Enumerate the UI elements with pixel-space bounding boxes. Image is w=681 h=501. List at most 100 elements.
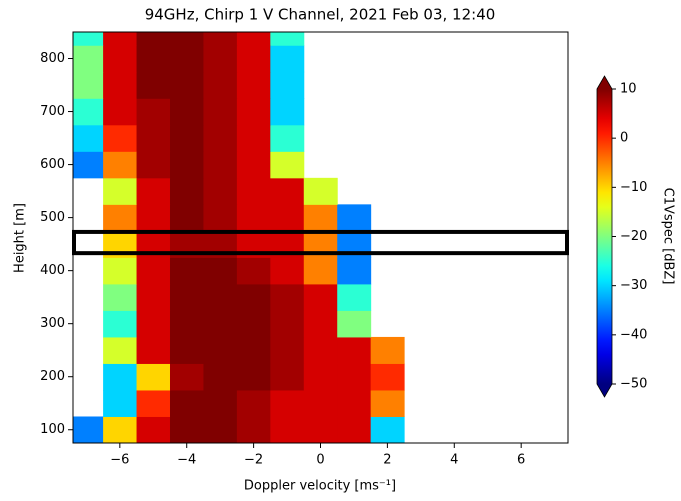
heatmap-cell	[270, 71, 305, 99]
heatmap-cell	[136, 389, 171, 417]
heatmap-cell	[103, 45, 138, 73]
heatmap-cell	[203, 177, 238, 205]
colorbar-extend-bottom	[597, 384, 612, 397]
x-tick-label: 4	[450, 453, 458, 468]
colorbar-tick-label: −30	[620, 278, 647, 293]
heatmap	[73, 32, 405, 443]
heatmap-cell	[236, 257, 271, 285]
heatmap-cell	[136, 363, 171, 391]
heatmap-cell	[236, 98, 271, 126]
heatmap-cell	[203, 124, 238, 152]
colorbar-tick-label: 10	[620, 82, 637, 97]
heatmap-cell	[103, 71, 138, 99]
heatmap-cell	[103, 32, 138, 46]
colorbar	[597, 89, 612, 384]
heatmap-cell	[103, 98, 138, 126]
heatmap-cell	[103, 177, 138, 205]
heatmap-cell	[169, 151, 204, 179]
heatmap-cell	[236, 204, 271, 232]
heatmap-cell	[236, 45, 271, 73]
heatmap-cell	[236, 389, 271, 417]
heatmap-cell	[203, 416, 238, 443]
heatmap-cell	[337, 257, 372, 285]
y-tick-label: 100	[40, 422, 65, 437]
heatmap-cell	[303, 363, 338, 391]
heatmap-cell	[337, 204, 372, 232]
x-tick-label: −2	[244, 453, 263, 468]
heatmap-cell	[236, 124, 271, 152]
heatmap-cell	[203, 336, 238, 364]
heatmap-cell	[73, 98, 104, 126]
x-tick-label: 0	[316, 453, 324, 468]
x-tick-label: 2	[383, 453, 391, 468]
heatmap-cell	[270, 124, 305, 152]
heatmap-cell	[136, 336, 171, 364]
heatmap-cell	[270, 416, 305, 443]
heatmap-cell	[270, 389, 305, 417]
heatmap-cell	[270, 45, 305, 73]
heatmap-cell	[303, 177, 338, 205]
heatmap-cell	[203, 257, 238, 285]
heatmap-cell	[103, 257, 138, 285]
heatmap-cell	[73, 32, 104, 46]
heatmap-cell	[303, 336, 338, 364]
heatmap-cell	[236, 32, 271, 46]
heatmap-cell	[203, 71, 238, 99]
heatmap-cell	[73, 151, 104, 179]
heatmap-cell	[270, 363, 305, 391]
heatmap-cell	[303, 389, 338, 417]
heatmap-cell	[370, 363, 405, 391]
heatmap-cell	[169, 310, 204, 338]
heatmap-cell	[337, 363, 372, 391]
colorbar-tick-label: −40	[620, 327, 647, 342]
heatmap-cell	[73, 71, 104, 99]
heatmap-cell	[103, 151, 138, 179]
heatmap-cell	[169, 363, 204, 391]
heatmap-cell	[136, 310, 171, 338]
heatmap-cell	[370, 336, 405, 364]
heatmap-cell	[203, 363, 238, 391]
heatmap-cell	[73, 45, 104, 73]
heatmap-cell	[169, 32, 204, 46]
heatmap-cell	[136, 177, 171, 205]
y-axis-label: Height [m]	[13, 203, 28, 273]
y-tick-label: 200	[40, 369, 65, 384]
heatmap-cell	[270, 177, 305, 205]
heatmap-cell	[303, 283, 338, 311]
x-tick-label: −6	[110, 453, 129, 468]
heatmap-cell	[270, 257, 305, 285]
heatmap-cell	[73, 416, 104, 443]
heatmap-cell	[169, 45, 204, 73]
heatmap-cell	[203, 151, 238, 179]
heatmap-cell	[169, 257, 204, 285]
heatmap-cell	[169, 124, 204, 152]
heatmap-cell	[169, 389, 204, 417]
heatmap-cell	[203, 310, 238, 338]
y-tick-label: 400	[40, 263, 65, 278]
heatmap-cell	[203, 98, 238, 126]
heatmap-cell	[103, 204, 138, 232]
heatmap-cell	[270, 336, 305, 364]
heatmap-cell	[136, 71, 171, 99]
heatmap-cell	[337, 389, 372, 417]
heatmap-cell	[270, 32, 305, 46]
heatmap-cell	[136, 416, 171, 443]
heatmap-cell	[136, 98, 171, 126]
heatmap-cell	[136, 32, 171, 46]
heatmap-cell	[236, 177, 271, 205]
heatmap-cell	[136, 283, 171, 311]
heatmap-cell	[370, 416, 405, 443]
colorbar-label: C1Vspec [dBZ]	[661, 188, 676, 285]
heatmap-cell	[103, 124, 138, 152]
heatmap-cell	[203, 204, 238, 232]
y-tick-label: 300	[40, 316, 65, 331]
heatmap-cell	[103, 416, 138, 443]
heatmap-cell	[270, 151, 305, 179]
heatmap-cell	[337, 310, 372, 338]
heatmap-cell	[103, 283, 138, 311]
heatmap-cell	[169, 416, 204, 443]
heatmap-cell	[136, 257, 171, 285]
heatmap-cell	[236, 310, 271, 338]
heatmap-cell	[136, 204, 171, 232]
colorbar-tick-label: −20	[620, 229, 647, 244]
